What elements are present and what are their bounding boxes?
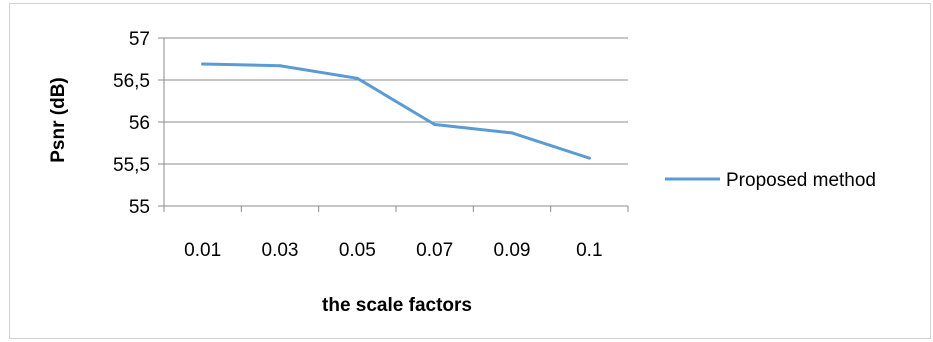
data-point bbox=[587, 156, 591, 160]
y-tick-label: 56,5 bbox=[113, 71, 150, 92]
x-tick-label: 0.07 bbox=[416, 240, 453, 261]
legend-label: Proposed method bbox=[726, 170, 876, 191]
y-tick-label: 55,5 bbox=[113, 155, 150, 176]
axes bbox=[158, 37, 629, 212]
data-point bbox=[433, 123, 437, 127]
series-line bbox=[201, 62, 591, 160]
y-tick-label: 55 bbox=[129, 197, 150, 218]
y-tick-label: 56 bbox=[129, 113, 150, 134]
x-axis-title: the scale factors bbox=[322, 295, 472, 316]
gridlines bbox=[164, 37, 628, 165]
x-tick-labels: 0.01 0.03 0.05 0.07 0.09 0.1 bbox=[184, 240, 602, 261]
chart-area bbox=[9, 3, 931, 339]
x-tick-label: 0.09 bbox=[494, 240, 531, 261]
data-point bbox=[355, 76, 359, 80]
data-point bbox=[510, 131, 514, 135]
data-point bbox=[201, 62, 205, 66]
x-tick-label: 0.1 bbox=[576, 240, 602, 261]
x-tick-label: 0.03 bbox=[262, 240, 299, 261]
y-tick-labels: 55 55,5 56 56,5 57 bbox=[113, 29, 150, 218]
x-tick-label: 0.01 bbox=[184, 240, 221, 261]
data-point bbox=[278, 64, 282, 68]
y-tick-label: 57 bbox=[129, 29, 150, 50]
y-axis-title: Psnr (dB) bbox=[48, 77, 69, 163]
series-group bbox=[201, 62, 591, 160]
legend: Proposed method bbox=[665, 170, 876, 191]
x-tick-label: 0.05 bbox=[339, 240, 376, 261]
